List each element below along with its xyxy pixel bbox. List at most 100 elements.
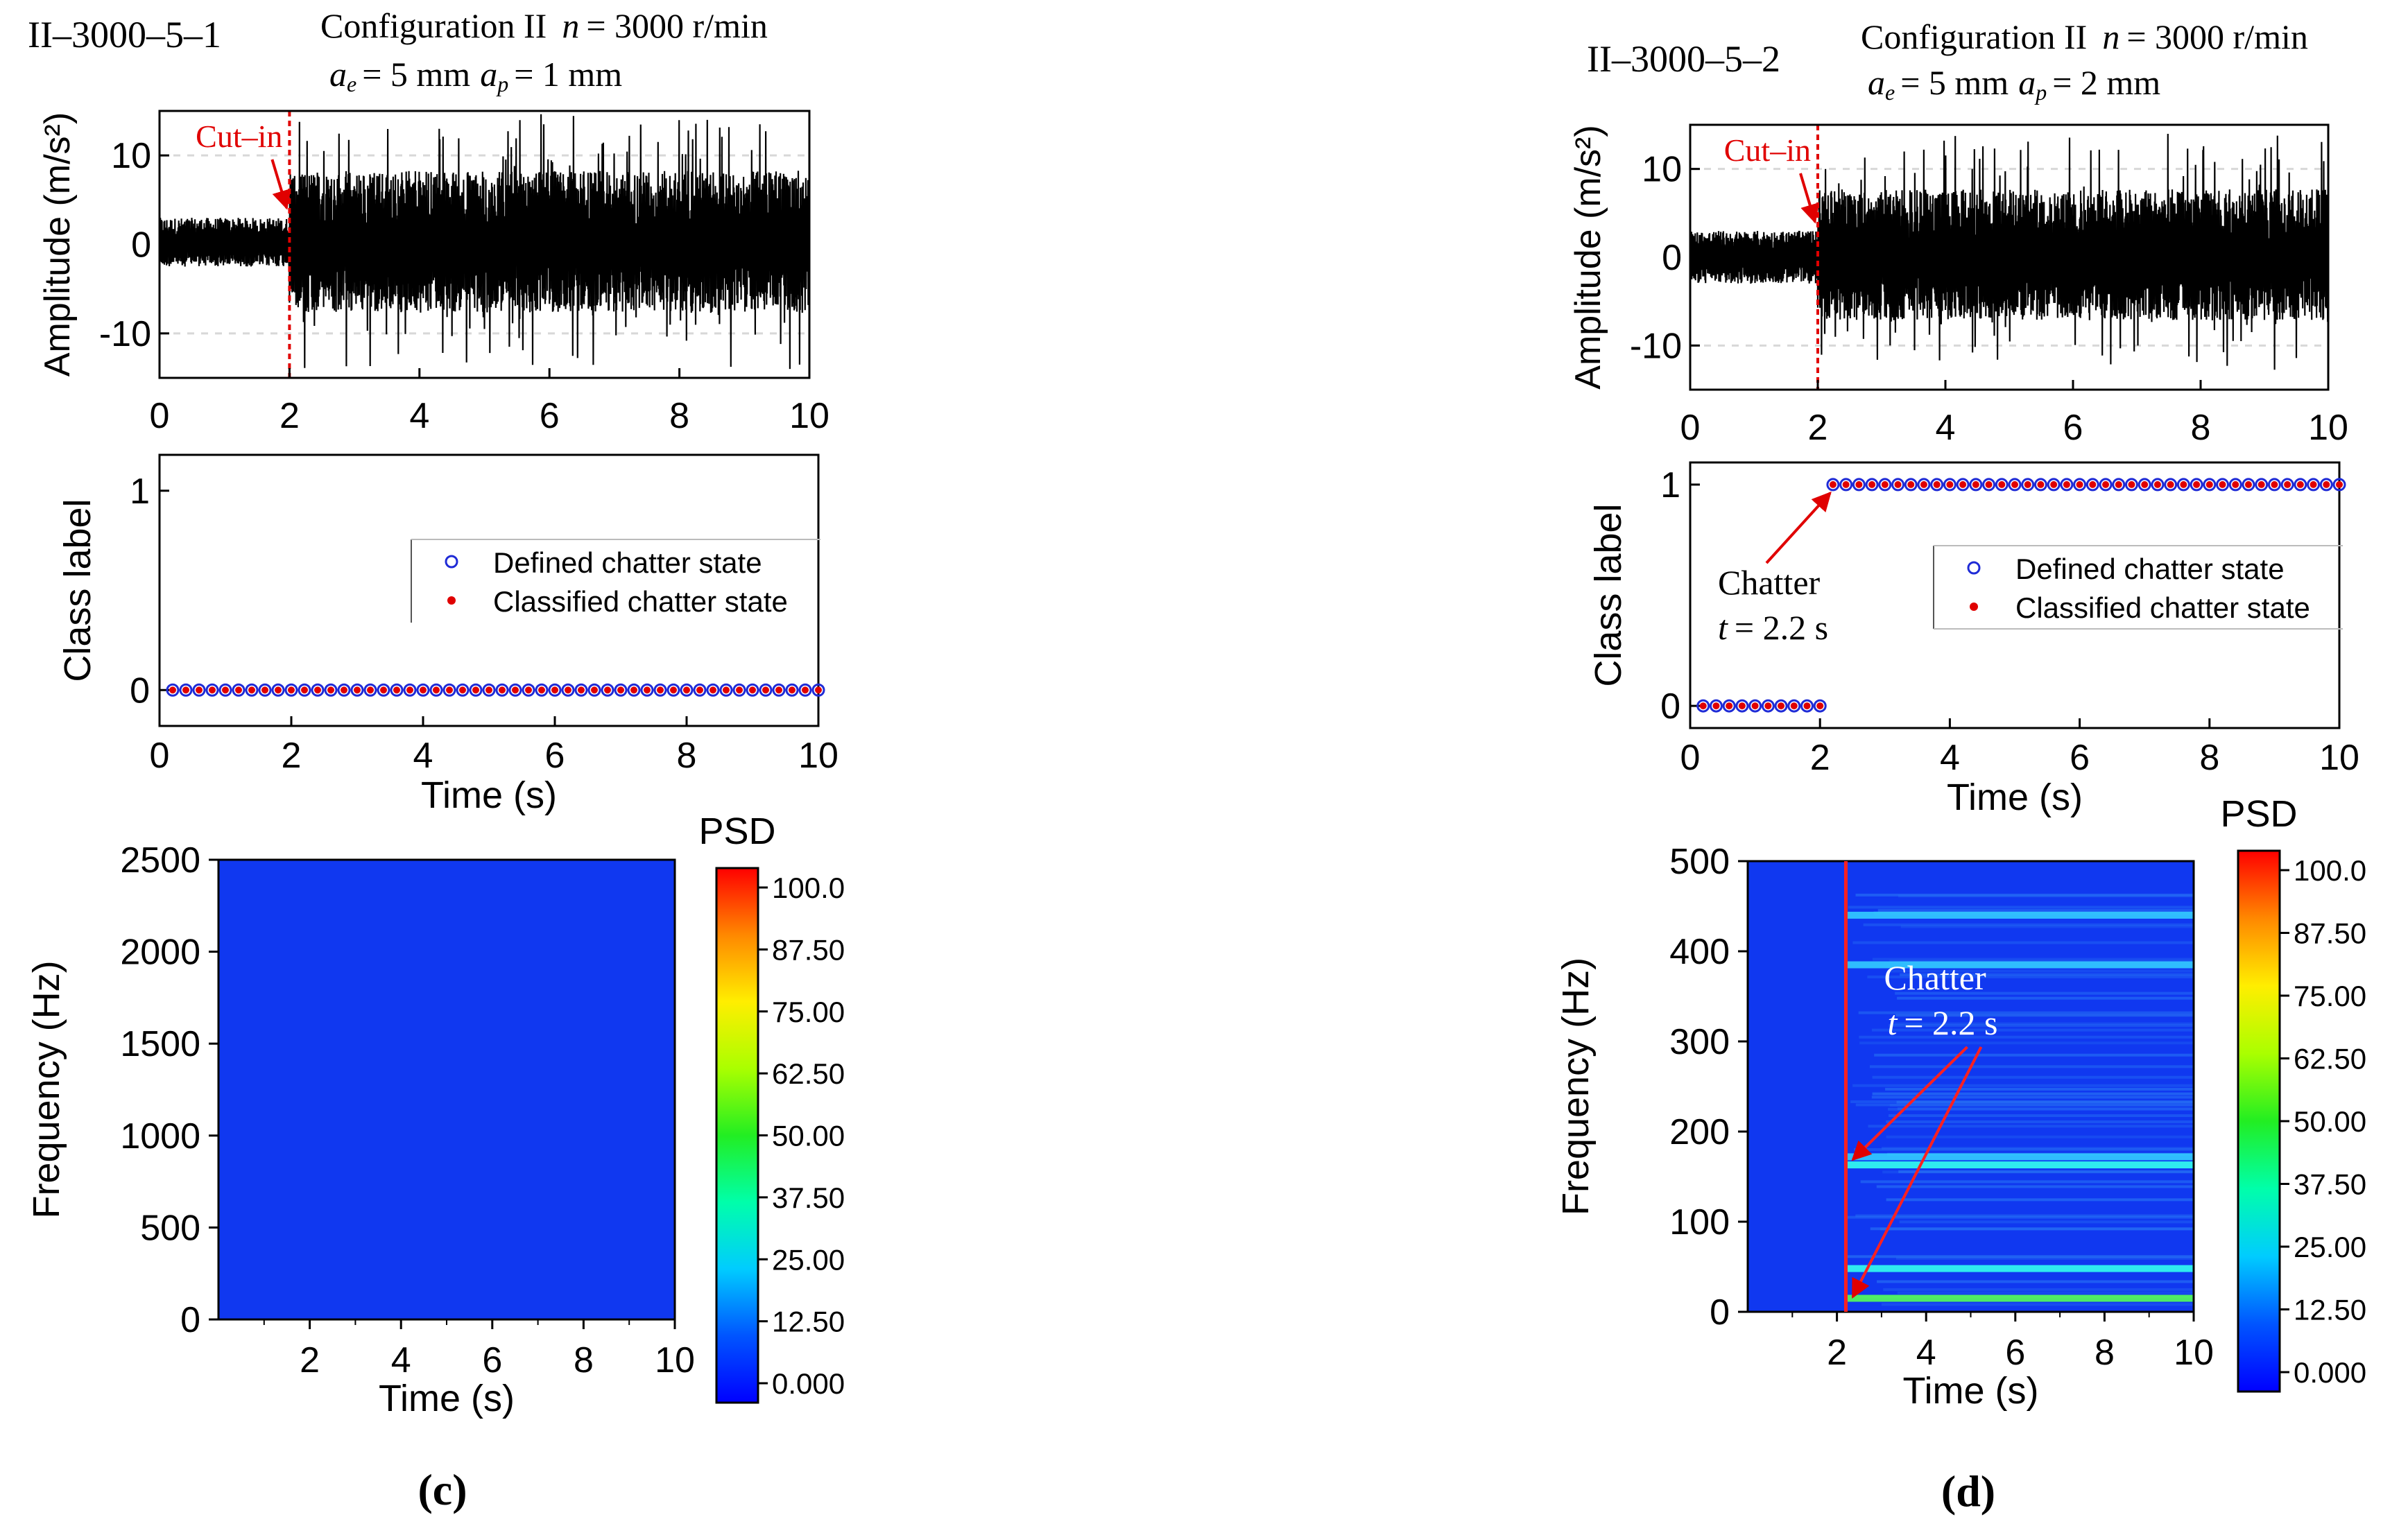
legend-defined-marker [1967, 561, 1981, 575]
classified-state-point [1946, 480, 1954, 488]
psd-plot: 2 4 6 8 10 0 500 1000 1500 2000 2500 Time (s) Freque… [26, 840, 695, 1419]
classified-state-point [459, 686, 466, 694]
class-frame [158, 453, 820, 727]
classified-state-point [2205, 480, 2213, 488]
psd-texture [1885, 1087, 2194, 1091]
signal-ytick-label: 10 [1642, 150, 1682, 190]
defined-state-point [2008, 478, 2022, 492]
defined-state-point [2203, 478, 2217, 492]
psd-texture [1852, 941, 2194, 944]
classified-state-point [2323, 480, 2330, 488]
classified-state-point [604, 686, 611, 694]
classified-state-point [775, 686, 782, 694]
colorbar-tick-label: 87.50 [2294, 917, 2366, 950]
defined-state-point [811, 683, 825, 697]
colorbar-gradient [2237, 849, 2281, 1393]
defined-state-point [522, 683, 535, 697]
ae-subscript: e [1885, 80, 1895, 105]
psd-texture [1889, 1103, 2194, 1107]
signal-xtick-label: 8 [2191, 408, 2211, 448]
signal-ylabel: Amplitude (m/s²) [37, 112, 78, 376]
psd-texture [1886, 1198, 2194, 1202]
psd-texture [1852, 1084, 2194, 1087]
classified-state-point [1959, 480, 1967, 488]
defined-state-point [2086, 478, 2099, 492]
ae-symbol: a [329, 55, 347, 94]
defined-state-point [614, 683, 628, 697]
psd-xtick-label: 8 [2095, 1333, 2115, 1373]
classified-state-point [301, 686, 308, 694]
psd-texture [1858, 1011, 2194, 1014]
psd-texture [1870, 1227, 2194, 1231]
psd-heatmap [218, 860, 675, 1319]
defined-state-point [2267, 478, 2281, 492]
classified-state-point [815, 686, 822, 694]
signal-trace [1689, 133, 2330, 370]
defined-state-point [482, 683, 496, 697]
defined-state-point [245, 683, 259, 697]
psd-band [1846, 961, 2194, 969]
class-xtick-label: 8 [677, 736, 697, 776]
classified-state-point [1998, 480, 2006, 488]
psd-texture [1883, 1288, 2194, 1291]
class-ylabel: Class label [57, 499, 98, 682]
defined-state-point [706, 683, 720, 697]
classified-state-point [2037, 480, 2045, 488]
classified-state-point [485, 686, 492, 694]
colorbar-tick-label: 12.50 [2294, 1294, 2366, 1326]
classified-state-point [1985, 480, 1993, 488]
psd-ytick-label: 2000 [120, 933, 200, 973]
psd-chatter-arrow [1851, 1046, 1968, 1161]
defined-state-point [284, 683, 298, 697]
colorbar-tick-label: 12.50 [772, 1306, 845, 1338]
colorbar-title: PSD [2220, 793, 2297, 835]
defined-state-point [2047, 478, 2061, 492]
classified-state-point [1920, 480, 1927, 488]
classified-state-point [1816, 702, 1824, 710]
defined-state-point [772, 683, 786, 697]
psd-xtick-label: 2 [300, 1340, 320, 1380]
signal-ylabel: Amplitude (m/s²) [1568, 125, 1608, 389]
defined-state-point [2112, 478, 2126, 492]
classified-state-point [1894, 480, 1902, 488]
defined-state-point [2176, 478, 2190, 492]
psd-band [1846, 1161, 2194, 1169]
classified-state-point [551, 686, 558, 694]
classified-state-point [2271, 480, 2278, 488]
classified-state-point [2193, 480, 2201, 488]
classified-state-point [2141, 480, 2149, 488]
classified-state-point [723, 686, 730, 694]
psd-xtick-label: 8 [574, 1340, 594, 1380]
psd-texture [1889, 960, 2194, 963]
psd-texture [1846, 1215, 2194, 1219]
signal-plot: 0 2 4 6 8 10 -10 0 10 Amplitude (m/s²) Cut–in [37, 110, 829, 436]
classified-state-point [1933, 480, 1941, 488]
psd-ytick-label: 1500 [120, 1024, 200, 1064]
classified-state-point [354, 686, 361, 694]
defined-state-point [2138, 478, 2151, 492]
class-ytick-label: 1 [1660, 465, 1680, 505]
psd-texture [1898, 1170, 2194, 1173]
defined-state-point [311, 683, 325, 697]
classified-state-point [1712, 702, 1720, 710]
psd-texture [1855, 893, 2194, 897]
defined-state-point [561, 683, 575, 697]
psd-texture [1848, 906, 2194, 909]
psd-texture [1900, 973, 2194, 976]
classified-state-point [2024, 480, 2031, 488]
class-xtick-label: 6 [545, 736, 565, 776]
classified-state-point [683, 686, 690, 694]
classified-state-point [393, 686, 400, 694]
classified-state-point [670, 686, 677, 694]
signal-ytick-label: 0 [131, 225, 151, 266]
ae-value: = 5 mm [1900, 63, 2009, 102]
psd-band [1846, 1153, 2194, 1161]
signal-xtick-label: 2 [1808, 408, 1828, 448]
defined-state-point [1722, 699, 1736, 713]
classified-state-point [578, 686, 585, 694]
defined-state-point [798, 683, 812, 697]
psd-texture [1899, 1220, 2194, 1224]
signal-xtick-label: 6 [2063, 408, 2083, 448]
classified-state-point [2115, 480, 2122, 488]
